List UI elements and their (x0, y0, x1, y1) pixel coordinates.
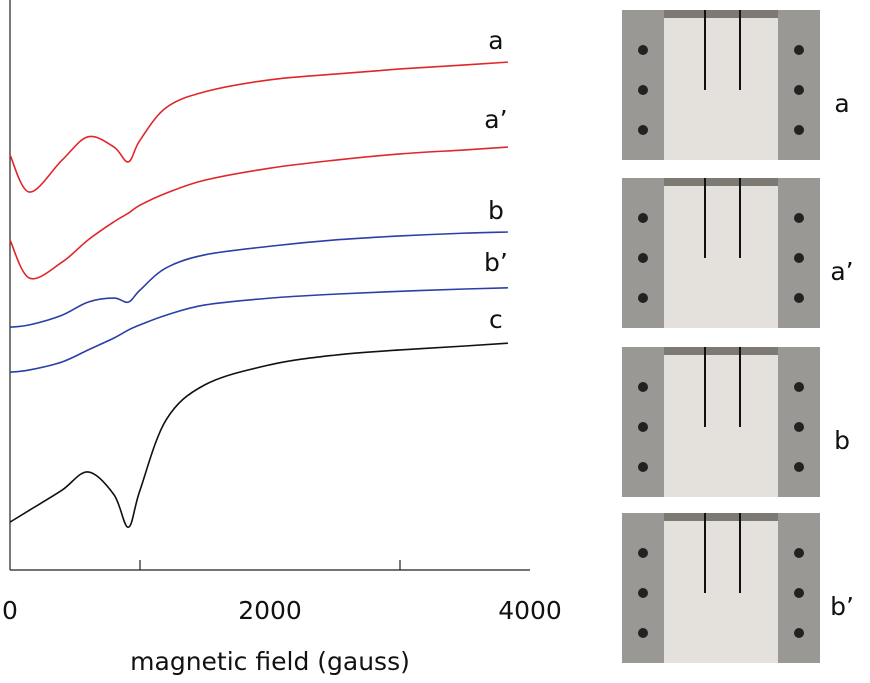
photo-wire (704, 513, 741, 593)
series-line (9, 342, 508, 529)
photo-hole (638, 422, 648, 432)
photo-hole (638, 45, 648, 55)
photo-wire (704, 10, 741, 90)
series-label: b’ (484, 248, 508, 277)
photo-hole (638, 462, 648, 472)
x-tick-label: 0 (2, 596, 18, 625)
series-label: a’ (484, 105, 507, 134)
x-axis-label: magnetic field (gauss) (130, 647, 410, 676)
series-line (9, 287, 508, 374)
photo-label: a (834, 89, 849, 118)
photo-hole (794, 462, 804, 472)
photo-chamber (664, 355, 778, 497)
photo-hole (794, 253, 804, 263)
photo-label: b’ (830, 592, 854, 621)
photo-hole (794, 628, 804, 638)
photo-hole (794, 422, 804, 432)
photo-wire (704, 178, 741, 258)
photo-hole (794, 45, 804, 55)
x-tick-label: 4000 (498, 596, 562, 625)
photos: a a’ b b’ (622, 10, 854, 663)
series-line (9, 231, 508, 328)
photo-hole (638, 628, 648, 638)
photo-hole (638, 213, 648, 223)
photo-hole (794, 588, 804, 598)
photo-hole (638, 548, 648, 558)
photo-hole (794, 213, 804, 223)
series-line (9, 146, 508, 280)
photo-chamber (664, 18, 778, 160)
photo-hole (638, 253, 648, 263)
photo-hole (638, 382, 648, 392)
photo-hole (638, 588, 648, 598)
photo-hole (638, 293, 648, 303)
photo-label: b (834, 426, 850, 455)
photo-hole (794, 293, 804, 303)
photo-hole (638, 85, 648, 95)
series-label: c (489, 305, 503, 334)
photo-hole (794, 548, 804, 558)
photo-chamber (664, 521, 778, 663)
photo-label: a’ (830, 257, 853, 286)
photo-hole (794, 85, 804, 95)
series-label: b (488, 196, 504, 225)
x-tick-label: 2000 (238, 596, 302, 625)
series-label: a (488, 26, 503, 55)
photo-chamber (664, 186, 778, 328)
photo-hole (794, 382, 804, 392)
photo-hole (794, 125, 804, 135)
photo-hole (638, 125, 648, 135)
photo-wire (704, 347, 741, 427)
series-line (9, 61, 508, 193)
